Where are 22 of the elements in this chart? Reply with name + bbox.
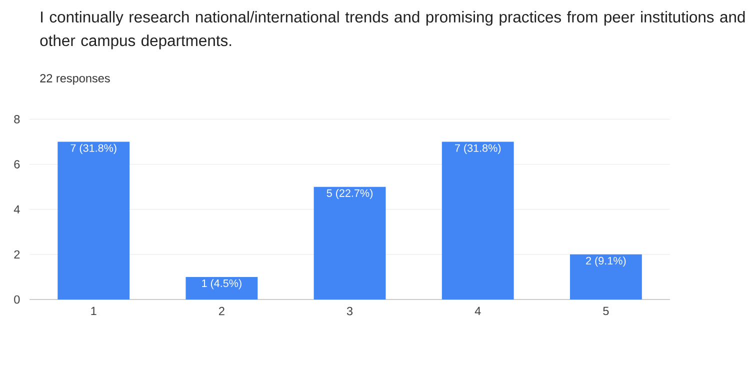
data-label: 1 (4.5%) bbox=[202, 278, 242, 290]
y-tick-label: 8 bbox=[14, 114, 20, 124]
data-label: 7 (31.8%) bbox=[455, 144, 501, 154]
bar bbox=[58, 142, 130, 300]
x-tick-label: 5 bbox=[603, 306, 609, 315]
x-tick-label: 3 bbox=[346, 306, 353, 316]
x-tick-label: 4 bbox=[474, 306, 481, 315]
x-tick-label: 2 bbox=[219, 306, 224, 315]
chart-subtitle: 22 responses bbox=[40, 74, 110, 85]
bar bbox=[314, 186, 386, 300]
y-tick-label: 6 bbox=[14, 160, 20, 168]
bar bbox=[442, 142, 514, 300]
data-label: 7 (31.8%) bbox=[70, 144, 116, 154]
data-label: 5 (22.7%) bbox=[326, 188, 372, 199]
bar bbox=[570, 254, 642, 300]
y-tick-label: 0 bbox=[14, 295, 20, 304]
y-tick-label: 2 bbox=[14, 250, 20, 258]
y-tick-label: 4 bbox=[14, 205, 20, 214]
data-label: 2 (9.1%) bbox=[586, 256, 626, 266]
x-tick-label: 1 bbox=[91, 306, 96, 315]
chart-title: I continually research national/international trends and promising practices from peer institutions and other campus departments. bbox=[40, 10, 745, 50]
bar bbox=[186, 276, 258, 300]
